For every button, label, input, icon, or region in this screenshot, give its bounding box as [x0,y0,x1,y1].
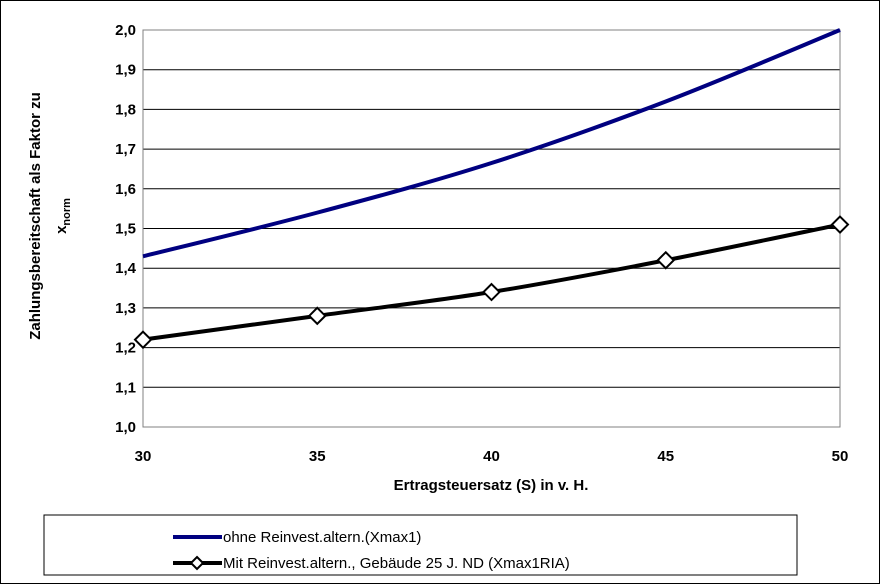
y-tick-label: 1,0 [115,419,136,436]
x-tick-label: 30 [135,448,152,465]
series-line-1 [142,28,841,259]
y-tick-label: 1,4 [115,260,137,277]
legend-label-2: Mit Reinvest.altern., Gebäude 25 J. ND (… [223,555,570,572]
y-tick-label: 1,5 [115,221,136,238]
y-tick-label: 1,9 [115,62,136,79]
y-axis-label-variable: xnorm [53,198,73,234]
series-2-point [482,282,501,302]
y-tick-label: 1,6 [115,181,136,198]
legend: ohne Reinvest.altern.(Xmax1) Mit Reinvest… [43,514,798,576]
x-tick-label: 40 [483,448,500,465]
y-axis-label: Zahlungsbereitschaft als Faktor zu [27,92,44,340]
legend-box [43,514,798,576]
y-tick-label: 1,3 [115,300,136,317]
svg-text:xnorm: xnorm [53,198,73,234]
y-tick-label: 1,2 [115,340,136,357]
x-tick-label: 45 [657,448,674,465]
y-tick-label: 1,8 [115,101,136,118]
series-2-point [307,306,327,326]
series-2-point [830,215,850,234]
x-tick-labels: 30 35 40 45 50 [135,448,849,465]
x-tick-label: 35 [309,448,326,465]
y-tick-label: 1,7 [115,141,136,158]
legend-label-1: ohne Reinvest.altern.(Xmax1) [223,529,421,546]
series-lines [133,28,850,350]
y-tick-label: 2,0 [115,22,136,39]
x-axis-label: Ertragsteuersatz (S) in v. H. [394,477,589,494]
y-tick-labels: 1,0 1,1 1,2 1,3 1,4 1,5 1,6 1,7 1,8 1,9 2,0 [115,22,137,436]
series-line-2 [142,222,841,342]
x-tick-label: 50 [832,448,849,465]
y-axis-label-main: Zahlungsbereitschaft als Faktor zu [27,92,44,340]
y-axis-label-var: x [53,225,70,234]
series-2-point [133,330,153,350]
y-axis-label-subscript: norm [61,198,73,226]
series-2-point [656,250,676,270]
legend-marker-2 [189,555,205,571]
y-tick-label: 1,1 [115,379,136,396]
